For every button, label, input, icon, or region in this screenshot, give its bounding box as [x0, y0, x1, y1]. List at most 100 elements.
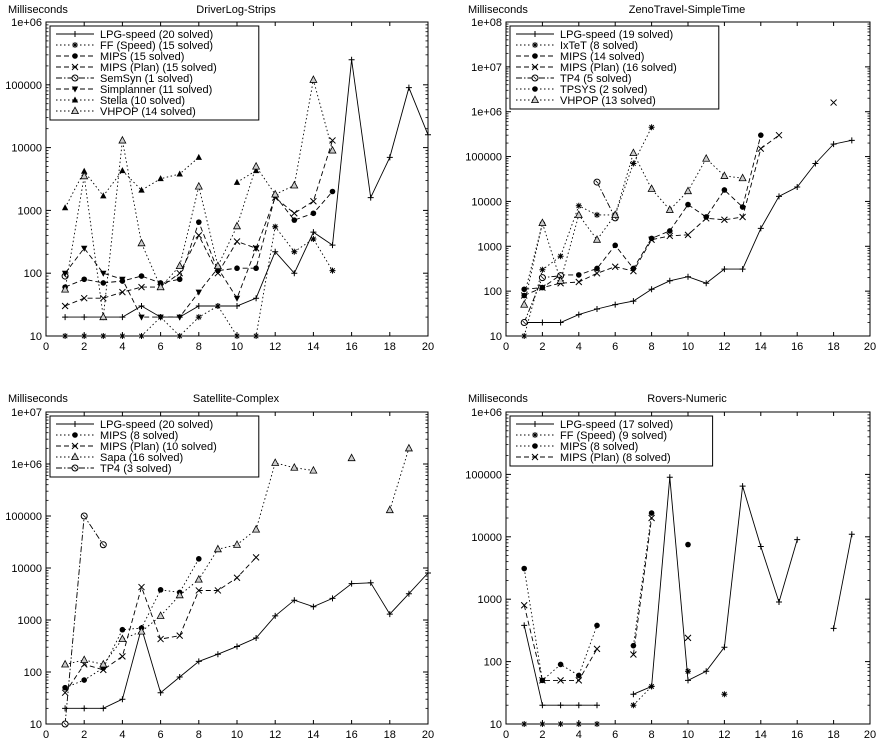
data-point [62, 705, 69, 712]
data-point [138, 583, 145, 591]
data-point [70, 452, 80, 460]
data-point [557, 319, 564, 326]
data-point [329, 595, 336, 602]
data-point [291, 248, 298, 255]
series-7 [520, 148, 747, 308]
data-point [138, 314, 145, 321]
y-tick-label: 1e+08 [471, 17, 502, 29]
data-point [71, 442, 79, 450]
series-line [64, 156, 257, 209]
data-point [739, 204, 746, 210]
data-point [667, 228, 673, 234]
data-point [685, 273, 691, 280]
data-point [521, 292, 527, 299]
data-point [576, 672, 582, 679]
data-point [685, 668, 691, 675]
data-point [647, 184, 656, 192]
legend-label: FF (Speed) (15 solved) [100, 40, 213, 52]
data-point [539, 266, 546, 273]
legend-label: TPSYS (2 solved) [560, 84, 647, 96]
data-point-inner [522, 320, 526, 325]
data-point [176, 276, 183, 283]
data-point [666, 232, 674, 240]
series-line [524, 139, 852, 323]
x-tick-label: 12 [718, 729, 730, 741]
data-point [539, 677, 546, 684]
data-point [557, 253, 564, 260]
x-tick-label: 2 [81, 341, 87, 353]
legend-label: Sapa (16 solved) [100, 452, 183, 464]
data-point [539, 284, 546, 291]
series-line [64, 558, 200, 689]
data-point [137, 238, 146, 247]
data-point [233, 574, 241, 582]
series-line [523, 127, 653, 337]
data-point [684, 634, 692, 642]
data-point [532, 443, 538, 449]
legend-label: MIPS (8 solved) [560, 441, 638, 453]
y-tick-label: 1000 [18, 205, 42, 217]
data-point [157, 635, 164, 643]
x-tick-label: 12 [269, 341, 281, 353]
series-line [523, 151, 743, 305]
data-point [118, 634, 127, 643]
data-point [310, 210, 317, 217]
data-point [213, 261, 222, 270]
x-tick-label: 16 [345, 729, 357, 741]
data-point [812, 160, 819, 167]
data-point [630, 691, 637, 698]
data-point [757, 225, 764, 232]
x-tick-label: 16 [791, 341, 803, 353]
series-3 [521, 510, 691, 684]
x-tick-label: 0 [43, 341, 49, 353]
series-1 [62, 56, 431, 321]
data-point [99, 312, 108, 321]
series-2 [62, 556, 202, 691]
data-point [775, 131, 783, 139]
data-point [405, 84, 412, 91]
chart-title: Rovers-Numeric [647, 393, 727, 405]
data-point [830, 625, 837, 632]
data-point [81, 705, 88, 712]
data-point [721, 187, 728, 193]
data-point-inner [101, 542, 106, 547]
y-axis-label: Milliseconds [8, 393, 68, 405]
data-point [61, 270, 69, 277]
data-point [574, 210, 583, 218]
data-point [253, 635, 260, 642]
data-point [720, 171, 729, 179]
data-point [685, 541, 691, 548]
x-tick-label: 6 [612, 729, 618, 741]
data-point [253, 265, 259, 272]
data-point [233, 178, 241, 185]
data-point [234, 333, 240, 339]
x-tick-label: 12 [269, 729, 281, 741]
data-point [214, 269, 222, 277]
data-point [721, 216, 728, 224]
data-point [386, 611, 393, 618]
data-point [100, 280, 107, 286]
data-point [630, 702, 637, 709]
x-tick-label: 20 [422, 341, 434, 353]
data-point [404, 443, 413, 452]
x-tick-label: 6 [158, 729, 164, 741]
x-tick-label: 18 [827, 729, 839, 741]
data-point [196, 556, 202, 562]
legend-label: TP4 (5 solved) [560, 73, 632, 85]
data-point [81, 314, 88, 321]
data-point [138, 283, 145, 291]
data-point [62, 333, 69, 339]
data-point [594, 622, 600, 629]
y-tick-label: 10000 [471, 196, 502, 208]
y-tick-label: 1e+06 [471, 407, 502, 419]
data-point [137, 626, 146, 635]
y-tick-label: 100000 [465, 469, 502, 481]
data-point [630, 160, 637, 167]
chart-panel-1: DriverLog-Strips Milliseconds 0 2 4 6 8 10 12 14 1… [5, 4, 434, 353]
data-point [253, 295, 260, 302]
x-tick-label: 4 [119, 341, 125, 353]
data-point [367, 194, 374, 201]
x-tick-label: 10 [682, 341, 694, 353]
y-tick-label: 100 [24, 268, 42, 280]
data-point [685, 201, 691, 208]
